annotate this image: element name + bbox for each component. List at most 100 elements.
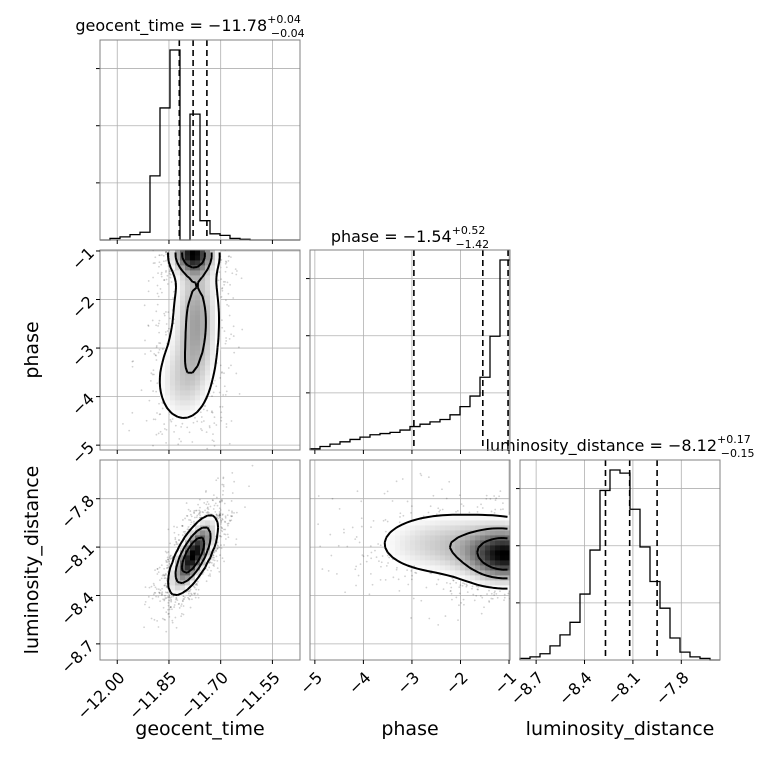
sample-point	[159, 220, 161, 222]
sample-point	[327, 569, 330, 572]
sample-point	[528, 515, 530, 517]
sample-point	[384, 530, 387, 533]
sample-point	[218, 229, 220, 231]
sample-point	[524, 568, 526, 570]
sample-point	[207, 508, 210, 511]
sample-point	[177, 533, 180, 536]
sample-point	[198, 509, 201, 512]
sample-point	[514, 535, 516, 537]
sample-point	[557, 542, 559, 544]
sample-point	[216, 227, 218, 229]
sample-point	[525, 565, 527, 567]
sample-point	[516, 567, 518, 569]
density-cell	[210, 275, 216, 281]
sample-point	[545, 588, 547, 590]
sample-point	[572, 550, 574, 552]
sample-point	[523, 519, 525, 521]
sample-point	[156, 284, 159, 287]
title-luminosity-distance: luminosity_distance = −8.12+0.17 −0.15	[486, 433, 755, 460]
sample-point	[197, 246, 199, 248]
sample-point	[173, 247, 175, 249]
sample-point	[481, 507, 484, 509]
sample-point	[236, 270, 238, 272]
sample-point	[159, 288, 162, 290]
density-cell	[180, 360, 186, 366]
sample-point	[517, 572, 519, 574]
sample-point	[511, 562, 513, 564]
sample-point	[544, 485, 546, 487]
density-cell	[185, 535, 191, 541]
sample-point	[507, 592, 510, 595]
sample-point	[203, 502, 206, 504]
density-cell	[200, 390, 206, 396]
sample-point	[190, 244, 192, 246]
sample-point	[154, 591, 157, 594]
density-cell	[185, 320, 191, 326]
density-cell	[210, 355, 216, 361]
density-cell	[170, 350, 176, 356]
sample-point	[221, 287, 223, 290]
sample-point	[523, 555, 525, 557]
sample-point	[212, 382, 215, 385]
sample-point	[451, 598, 453, 601]
sample-point	[545, 561, 547, 563]
sample-point	[573, 549, 575, 551]
title-geocent-time: geocent_time = −11.78+0.04 −0.04	[75, 13, 304, 40]
density-cell	[190, 395, 196, 401]
sample-point	[178, 539, 181, 541]
sample-point	[527, 564, 529, 566]
sample-point	[515, 585, 517, 587]
sample-point	[166, 243, 168, 245]
sample-point	[427, 476, 430, 479]
sample-point	[197, 240, 199, 242]
sample-point	[182, 519, 184, 521]
sample-point	[542, 569, 544, 571]
sample-point	[221, 530, 224, 533]
sample-point	[174, 536, 177, 539]
sample-point	[158, 591, 161, 594]
density-cell	[170, 575, 176, 581]
sample-point	[404, 575, 406, 578]
sample-point	[157, 351, 160, 354]
sample-point	[203, 247, 205, 249]
sample-point	[527, 581, 529, 583]
sample-point	[229, 520, 232, 522]
density-cell	[205, 345, 211, 351]
sample-point	[151, 373, 154, 376]
sample-point	[220, 295, 223, 298]
sample-point	[212, 554, 215, 556]
sample-point	[229, 256, 232, 259]
sample-point	[227, 536, 230, 539]
density-cell	[170, 585, 176, 591]
sample-point	[514, 545, 516, 547]
sample-point	[560, 573, 562, 575]
sample-point	[526, 537, 528, 539]
sample-point	[193, 241, 195, 243]
sample-point	[225, 232, 227, 234]
sample-point	[155, 461, 157, 463]
sample-point	[368, 593, 371, 596]
sample-point	[556, 562, 558, 564]
sample-point	[191, 246, 193, 248]
sample-point	[165, 251, 167, 254]
sample-point	[223, 283, 226, 286]
sample-point	[181, 422, 184, 425]
sample-point	[549, 561, 551, 563]
sample-point	[224, 515, 227, 518]
sample-point	[562, 569, 564, 571]
sample-point	[223, 385, 226, 388]
sample-point	[189, 513, 192, 516]
sample-point	[173, 430, 175, 433]
sample-point	[224, 521, 227, 524]
sample-point	[218, 515, 221, 518]
sample-point	[525, 569, 527, 571]
panel-frame	[99, 249, 301, 451]
sample-point	[521, 565, 523, 567]
sample-point	[186, 218, 188, 220]
sample-point	[212, 494, 215, 497]
sample-point	[521, 553, 523, 555]
sample-point	[210, 561, 213, 564]
sample-point	[538, 539, 540, 541]
sample-point	[223, 544, 225, 546]
sample-point	[171, 214, 173, 216]
